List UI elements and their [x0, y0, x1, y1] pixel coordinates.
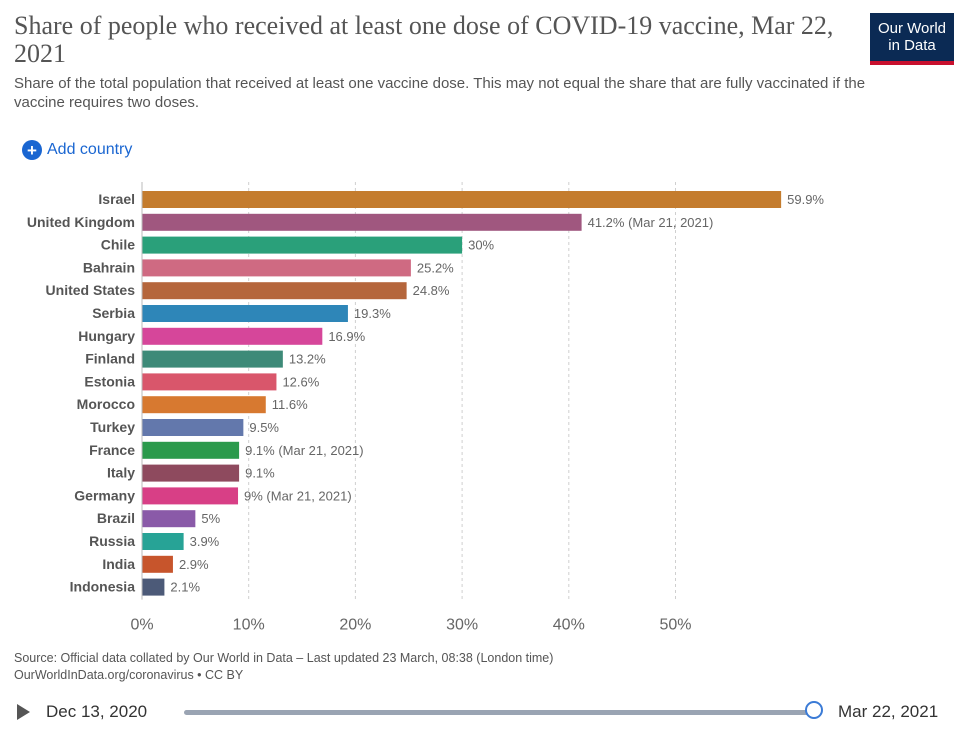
value-label: 9% (Mar 21, 2021) — [244, 488, 352, 503]
value-label: 24.8% — [413, 283, 450, 298]
x-tick-label: 20% — [339, 617, 371, 634]
value-label: 30% — [468, 238, 494, 253]
x-tick-label: 50% — [659, 617, 691, 634]
value-label: 9.1% — [245, 466, 275, 481]
value-label: 16.9% — [328, 329, 365, 344]
value-label: 59.9% — [787, 192, 824, 207]
timeline-handle[interactable] — [805, 701, 823, 719]
x-tick-label: 10% — [233, 617, 265, 634]
category-label: United States — [46, 282, 136, 298]
bar-chart: 0% 10% 20% 30% 40% 50% Israel 59.9% United Kingd… — [27, 182, 824, 634]
category-label: India — [102, 556, 135, 572]
bar — [142, 373, 277, 391]
value-label: 2.9% — [179, 557, 209, 572]
bar — [142, 327, 323, 345]
bar — [142, 236, 463, 254]
bar — [142, 305, 348, 322]
category-label: Estonia — [84, 373, 135, 389]
bar — [142, 510, 196, 528]
category-label: Turkey — [90, 419, 135, 435]
bar — [142, 259, 411, 277]
category-label: Hungary — [78, 328, 135, 344]
category-label: Morocco — [77, 396, 135, 412]
value-label: 19.3% — [354, 306, 391, 321]
timeline-slider: Dec 13, 2020 Mar 22, 2021 — [0, 697, 980, 727]
plus-circle-icon: + — [22, 140, 42, 160]
category-label: Germany — [74, 487, 135, 503]
add-country-button[interactable]: + Add country — [22, 140, 132, 160]
category-label: Indonesia — [70, 579, 136, 595]
value-label: 5% — [201, 511, 220, 526]
bar — [142, 191, 782, 208]
category-label: France — [89, 442, 135, 458]
category-label: Italy — [107, 465, 135, 481]
timeline-start-date: Dec 13, 2020 — [46, 702, 148, 721]
x-tick-label: 0% — [130, 617, 153, 634]
value-label: 25.2% — [417, 260, 454, 275]
bar — [142, 419, 244, 436]
category-label: Chile — [101, 237, 135, 253]
bar — [142, 533, 184, 550]
value-label: 3.9% — [190, 534, 220, 549]
category-label: Russia — [89, 533, 135, 549]
chart-title: Share of people who received at least on… — [14, 11, 834, 68]
logo-line-2: in Data — [888, 37, 936, 54]
category-label: Israel — [98, 191, 135, 207]
bar — [142, 555, 173, 573]
bar — [142, 464, 240, 482]
add-country-label: Add country — [47, 141, 133, 158]
value-label: 13.2% — [289, 352, 326, 367]
source-note: Source: Official data collated by Our Wo… — [14, 650, 553, 684]
source-line-2[interactable]: OurWorldInData.org/coronavirus • CC BY — [14, 668, 244, 682]
bar — [142, 396, 266, 414]
timeline-end-date: Mar 22, 2021 — [838, 702, 939, 721]
category-label: United Kingdom — [27, 214, 135, 230]
category-label: Finland — [85, 351, 135, 367]
bar — [142, 282, 407, 300]
bar — [142, 213, 582, 231]
category-label: Brazil — [97, 510, 135, 526]
value-label: 12.6% — [282, 374, 319, 389]
category-label: Serbia — [92, 305, 135, 321]
bar — [142, 487, 239, 505]
source-line-1: Source: Official data collated by Our Wo… — [14, 651, 554, 665]
x-tick-label: 30% — [446, 617, 478, 634]
value-label: 2.1% — [170, 580, 200, 595]
value-label: 41.2% (Mar 21, 2021) — [588, 215, 714, 230]
bar — [142, 578, 165, 596]
value-label: 11.6% — [272, 397, 308, 412]
logo-line-1: Our World — [877, 20, 947, 37]
play-icon[interactable] — [17, 704, 30, 720]
value-label: 9.1% (Mar 21, 2021) — [245, 443, 364, 458]
timeline-track[interactable] — [184, 710, 816, 715]
chart-subtitle: Share of the total population that recei… — [14, 75, 866, 111]
owid-logo[interactable]: Our World in Data — [870, 13, 954, 65]
value-label: 9.5% — [249, 420, 279, 435]
bar — [142, 441, 240, 459]
category-label: Bahrain — [83, 259, 135, 275]
x-tick-label: 40% — [553, 617, 585, 634]
bar — [142, 350, 283, 368]
